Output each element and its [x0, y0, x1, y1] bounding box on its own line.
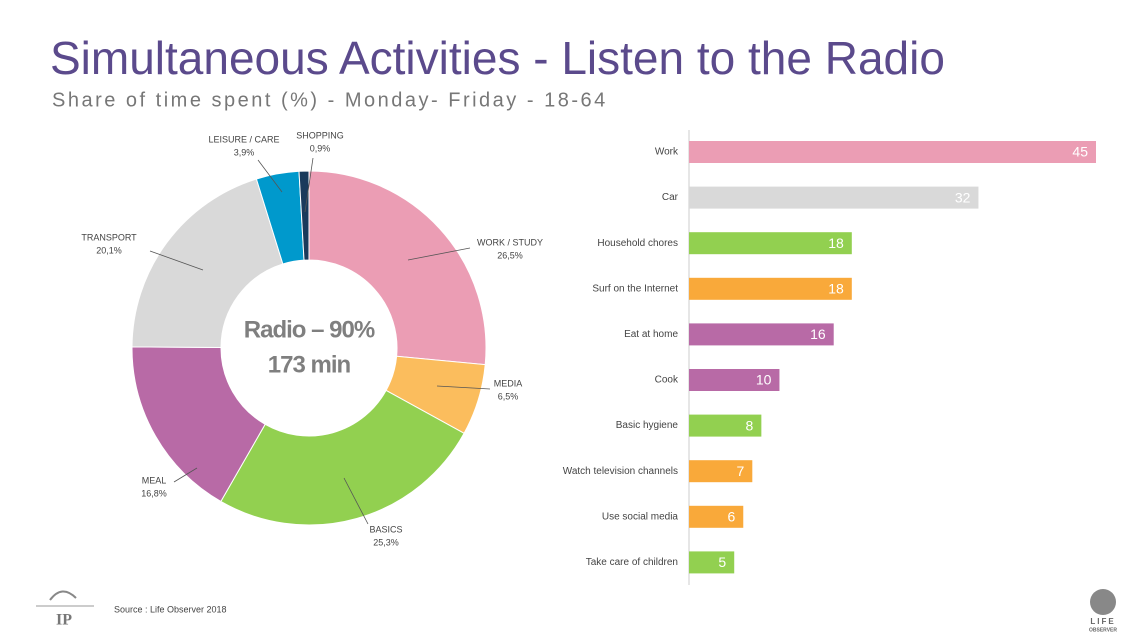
bar-value: 7 — [737, 463, 745, 479]
category-label: Household chores — [597, 238, 678, 249]
bar-value: 5 — [718, 554, 726, 570]
category-label: Use social media — [602, 511, 679, 522]
slice-value: 25,3% — [373, 537, 399, 547]
category-label: Watch television channels — [563, 466, 678, 477]
bar — [689, 551, 735, 574]
bar — [689, 323, 834, 346]
bar-value: 16 — [810, 326, 826, 342]
slice-value: 3,9% — [234, 147, 255, 157]
category-label: Basic hygiene — [616, 420, 679, 431]
logo-text: LIFE — [1090, 617, 1115, 626]
logo-mark — [49, 590, 77, 601]
donut-slice — [298, 170, 310, 261]
slice-label: TRANSPORT — [81, 232, 137, 242]
slice-label: SHOPPING — [296, 130, 344, 140]
logo-ip: IP — [56, 612, 72, 629]
source: Source : Life Observer 2018 — [114, 604, 227, 614]
bar-value: 45 — [1072, 144, 1088, 160]
bar — [689, 186, 979, 209]
bar-value: 8 — [746, 417, 754, 433]
category-label: Cook — [655, 375, 679, 386]
category-label: Surf on the Internet — [592, 283, 678, 294]
bar — [689, 141, 1096, 163]
slide-subtitle: Share of time spent (%) - Monday- Friday… — [52, 89, 608, 111]
logo-badge — [1090, 589, 1116, 615]
bar — [689, 505, 744, 528]
bar-value: 18 — [828, 281, 844, 297]
leader-line — [436, 385, 491, 390]
slice-label: MEDIA — [494, 378, 523, 388]
slice-value: 0,9% — [310, 143, 331, 153]
leader-line — [407, 247, 471, 261]
bar — [689, 460, 753, 483]
slice-value: 16,8% — [141, 488, 167, 498]
leader-line — [149, 250, 204, 271]
category-label: Eat at home — [624, 329, 678, 340]
donut-slice — [220, 389, 465, 526]
bar — [689, 414, 762, 437]
slice-value: 26,5% — [497, 250, 523, 260]
donut-slice — [308, 170, 487, 366]
center-text: Radio – 90% — [244, 316, 375, 343]
bar-value: 10 — [756, 372, 772, 388]
bar-value: 6 — [727, 509, 735, 525]
leader-line — [257, 159, 283, 193]
bar — [689, 369, 780, 391]
bar — [689, 232, 852, 255]
category-label: Car — [662, 192, 679, 203]
leader-line — [343, 477, 369, 525]
donut-slice — [131, 346, 266, 503]
slice-label: WORK / STUDY — [477, 237, 543, 247]
category-label: Take care of children — [586, 557, 678, 568]
bar-value: 32 — [955, 189, 971, 205]
center-text: 173 min — [268, 351, 351, 378]
slice-value: 6,5% — [498, 391, 519, 401]
slice-label: BASICS — [369, 524, 402, 534]
slice-value: 20,1% — [96, 245, 122, 255]
slice-label: MEAL — [142, 475, 167, 485]
donut-slice — [131, 178, 284, 348]
bar-value: 18 — [828, 235, 844, 251]
slide-title: Simultaneous Activities - Listen to the … — [50, 32, 945, 84]
logo-text: OBSERVER — [1089, 627, 1117, 633]
leader-line — [304, 157, 314, 213]
bar — [689, 277, 852, 300]
leader-line — [173, 467, 198, 483]
category-label: Work — [655, 147, 679, 158]
slice-label: LEISURE / CARE — [208, 134, 279, 144]
